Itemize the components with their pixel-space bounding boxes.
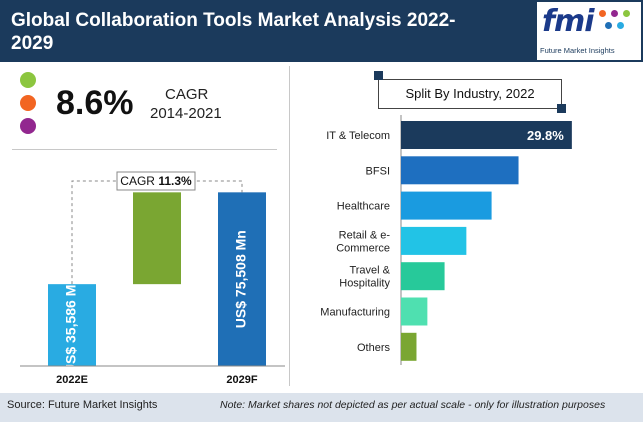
note-text: Note: Market shares not depicted as per …	[220, 399, 606, 411]
tick-label: 2022E	[56, 374, 88, 386]
logo-dot-icon	[599, 10, 606, 17]
bar-industry	[401, 332, 417, 361]
tick-label: Manufacturing	[320, 307, 390, 319]
cagr-annotation-prefix: CAGR	[120, 174, 158, 188]
bar-industry	[401, 191, 492, 220]
logo-letters: fmi	[542, 4, 595, 39]
bar-value-label: US$ 75,508 Mn	[233, 230, 249, 328]
title-marker-icon	[557, 104, 566, 113]
growth-block	[133, 192, 181, 285]
tick-label: IT & Telecom	[326, 130, 390, 142]
tick-label: Hospitality	[339, 278, 390, 290]
divider	[289, 66, 290, 386]
orange-dot-icon	[20, 95, 36, 111]
cagr-value: 8.6%	[56, 84, 134, 122]
bar-2022E	[48, 284, 96, 366]
bar-value-label: 29.8%	[527, 128, 564, 143]
bar-industry	[401, 262, 445, 291]
bar-industry	[401, 226, 467, 255]
bar-industry	[401, 121, 572, 149]
green-dot-icon	[20, 72, 36, 88]
logo-dot-icon	[623, 10, 630, 17]
cagr-annotation-value: 11.3%	[158, 174, 192, 188]
cagr-years: 2014-2021	[150, 105, 222, 122]
tick-label: Commerce	[336, 242, 390, 254]
tick-label: Healthcare	[337, 201, 390, 213]
header-banner: Global Collaboration Tools Market Analys…	[0, 0, 643, 62]
source-text: Source: Future Market Insights	[7, 399, 158, 411]
logo-dot-icon	[605, 22, 612, 29]
fmi-logo: fmi Future Market Insights	[537, 2, 641, 60]
tick-label: Travel &	[349, 265, 390, 277]
tick-label: Others	[357, 342, 391, 354]
industry-split-chart: IT & Telecom 29.8% BFSI Healthcare Retail & …	[320, 115, 572, 365]
cagr-annotation-box	[116, 171, 196, 191]
bar-industry	[401, 297, 428, 326]
logo-text: Future Market Insights	[540, 46, 615, 55]
logo-dot-icon	[611, 10, 618, 17]
purple-dot-icon	[20, 118, 36, 134]
logo-dot-icon	[617, 22, 624, 29]
bar-value-label: US$ 35,586 Mn	[63, 276, 79, 374]
cagr-annotation: CAGR 11.3%	[120, 174, 192, 188]
split-by-industry-title: Split By Industry, 2022	[378, 79, 562, 109]
divider	[12, 149, 277, 150]
page-title: Global Collaboration Tools Market Analys…	[11, 10, 456, 54]
tick-label: BFSI	[366, 165, 390, 177]
title-marker-icon	[374, 71, 383, 80]
tick-label: Retail & e-	[339, 229, 391, 241]
cagr-label: CAGR	[165, 86, 209, 103]
bar-industry	[401, 156, 519, 185]
bar-2029F	[218, 192, 266, 366]
tick-label: 2029F	[226, 374, 257, 386]
footer: Source: Future Market Insights Note: Mar…	[0, 393, 643, 422]
